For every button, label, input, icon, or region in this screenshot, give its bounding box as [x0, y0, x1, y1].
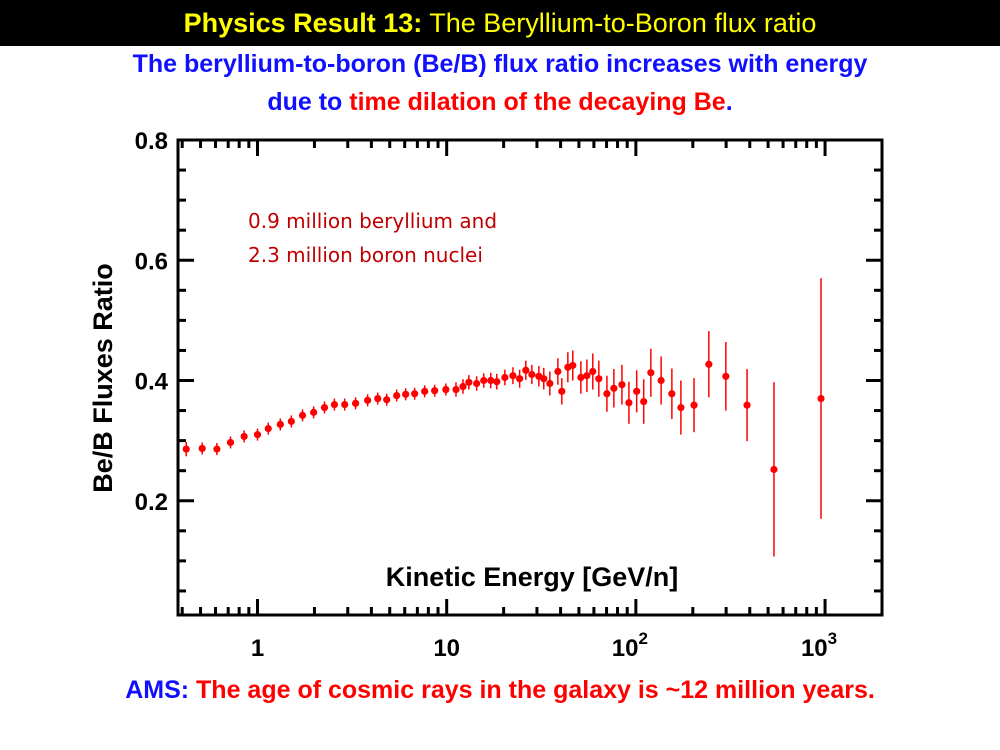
- data-point: [182, 445, 190, 453]
- data-point: [253, 431, 262, 439]
- subtitle-blue: due to: [267, 88, 350, 116]
- y-tick-label: 0.4: [135, 369, 169, 396]
- data-point: [603, 390, 611, 398]
- subtitle-end: .: [725, 88, 733, 116]
- data-point: [589, 367, 597, 376]
- data-point: [677, 403, 685, 412]
- data-point: [528, 370, 536, 379]
- subtitle-line-2: due to time dilation of the decaying Be.: [0, 88, 1000, 117]
- data-point: [226, 438, 235, 447]
- data-point: [287, 417, 295, 425]
- data-point: [411, 390, 419, 398]
- data-point: [402, 390, 410, 398]
- data-point: [595, 375, 603, 383]
- data-point: [770, 465, 778, 474]
- data-point: [690, 401, 698, 409]
- data-point: [668, 390, 676, 398]
- data-point: [516, 375, 524, 383]
- x-tick-label: 1: [251, 635, 264, 662]
- data-point: [240, 432, 248, 441]
- data-point: [341, 400, 349, 409]
- data-point: [431, 387, 439, 395]
- data-point: [330, 400, 339, 409]
- data-point: [501, 373, 509, 382]
- subtitle-red: time dilation of the decaying Be: [349, 88, 726, 116]
- data-point: [647, 369, 655, 377]
- data-point: [465, 378, 473, 386]
- x-tick-base: 1: [251, 635, 264, 662]
- data-point: [198, 444, 206, 453]
- data-point: [351, 399, 360, 407]
- data-point: [374, 394, 382, 403]
- plot-frame: [176, 138, 884, 617]
- data-point: [546, 379, 554, 388]
- data-point: [583, 372, 591, 380]
- x-tick-label: 103: [801, 629, 837, 662]
- data-point: [722, 372, 730, 380]
- data-point: [364, 396, 372, 404]
- y-tick-label: 0.8: [135, 128, 168, 155]
- data-point: [640, 397, 648, 406]
- title-bar: Physics Result 13: The Beryllium-to-Boro…: [0, 0, 1000, 46]
- data-point: [383, 396, 391, 404]
- title-bold: Physics Result 13:: [183, 8, 423, 38]
- data-point: [743, 401, 751, 409]
- data-point: [569, 361, 577, 370]
- data-point: [310, 408, 318, 416]
- y-axis-label: Be/B Fluxes Ratio: [88, 263, 118, 493]
- x-tick-base: 10: [433, 635, 460, 662]
- data-point: [554, 367, 562, 376]
- x-tick-exponent: 3: [828, 629, 837, 648]
- data-point: [442, 385, 450, 394]
- subtitle-line-1: The beryllium-to-boron (Be/B) flux ratio…: [132, 50, 868, 78]
- data-point: [522, 366, 530, 374]
- data-point: [705, 360, 713, 368]
- data-point: [421, 387, 429, 395]
- footer: AMS: The age of cosmic rays in the galax…: [0, 676, 1000, 705]
- y-tick-label: 0.6: [135, 248, 168, 275]
- data-point: [459, 382, 467, 391]
- data-point: [540, 375, 548, 383]
- data-point: [558, 387, 566, 395]
- data-point: [276, 420, 284, 428]
- x-axis-label: Kinetic Energy [GeV/n]: [386, 562, 679, 592]
- data-point: [633, 387, 641, 395]
- data-point: [298, 411, 307, 419]
- data-point: [625, 399, 633, 407]
- footer-blue: AMS:: [125, 676, 190, 704]
- annotation-line-1: 0.9 million beryllium and: [248, 209, 497, 233]
- footer-red: The age of cosmic rays in the galaxy is …: [189, 676, 875, 704]
- data-point: [320, 403, 329, 412]
- data-point: [487, 376, 495, 385]
- data-point: [480, 376, 488, 385]
- data-point: [264, 425, 272, 433]
- data-point: [493, 378, 501, 386]
- data-point: [577, 373, 585, 382]
- x-tick-exponent: 2: [638, 629, 647, 648]
- data-point: [657, 376, 665, 385]
- data-point: [452, 385, 460, 394]
- data-point: [213, 445, 221, 453]
- data-point: [817, 394, 825, 403]
- x-tick-label: 10: [433, 635, 460, 662]
- data-point: [393, 391, 401, 400]
- data-point: [473, 379, 481, 388]
- data-point: [509, 372, 517, 380]
- x-tick-label: 102: [612, 629, 648, 662]
- y-tick-label: 0.2: [135, 489, 168, 516]
- x-tick-base: 10: [612, 635, 639, 662]
- data-point: [618, 381, 626, 389]
- data-point: [610, 384, 618, 392]
- x-tick-base: 10: [801, 635, 828, 662]
- title-rest: The Beryllium-to-Boron flux ratio: [422, 8, 817, 38]
- annotation-line-2: 2.3 million boron nuclei: [248, 243, 483, 267]
